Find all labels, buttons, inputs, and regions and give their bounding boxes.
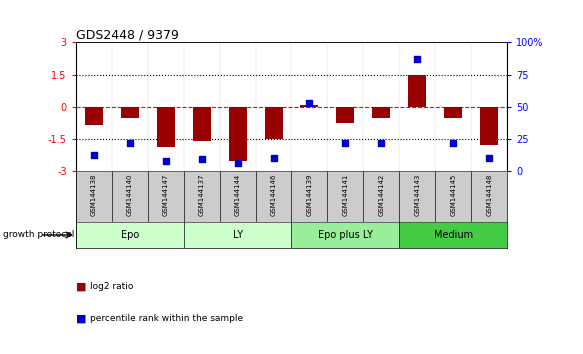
Text: ■: ■	[76, 314, 86, 324]
Bar	[373, 107, 391, 118]
Point	[197, 156, 206, 162]
FancyBboxPatch shape	[220, 171, 255, 222]
FancyBboxPatch shape	[292, 171, 328, 222]
FancyBboxPatch shape	[363, 171, 399, 222]
FancyBboxPatch shape	[112, 171, 147, 222]
Point	[413, 56, 422, 62]
FancyBboxPatch shape	[76, 222, 184, 248]
Point	[233, 160, 243, 166]
Text: GSM144144: GSM144144	[234, 173, 241, 216]
Bar	[480, 107, 498, 145]
Text: GSM144137: GSM144137	[199, 173, 205, 216]
Bar	[408, 75, 426, 107]
FancyBboxPatch shape	[184, 222, 292, 248]
Bar	[192, 107, 210, 141]
Text: GSM144147: GSM144147	[163, 173, 168, 216]
Text: percentile rank within the sample: percentile rank within the sample	[90, 314, 244, 323]
FancyBboxPatch shape	[147, 171, 184, 222]
Text: Epo: Epo	[121, 230, 139, 240]
Point	[161, 158, 170, 164]
FancyBboxPatch shape	[328, 171, 363, 222]
Text: GSM144145: GSM144145	[450, 173, 456, 216]
Text: growth protocol: growth protocol	[3, 230, 74, 239]
Text: GSM144141: GSM144141	[342, 173, 349, 216]
Point	[340, 140, 350, 145]
Point	[448, 140, 458, 145]
Text: log2 ratio: log2 ratio	[90, 282, 134, 291]
Text: LY: LY	[233, 230, 243, 240]
Point	[269, 155, 278, 161]
FancyBboxPatch shape	[76, 171, 112, 222]
Point	[89, 153, 99, 158]
FancyBboxPatch shape	[184, 171, 220, 222]
Text: ■: ■	[76, 282, 86, 292]
FancyBboxPatch shape	[399, 222, 507, 248]
Text: Epo plus LY: Epo plus LY	[318, 230, 373, 240]
Text: GSM144143: GSM144143	[415, 173, 420, 216]
Text: GSM144142: GSM144142	[378, 173, 384, 216]
Text: GSM144148: GSM144148	[486, 173, 492, 216]
FancyBboxPatch shape	[292, 222, 399, 248]
Bar	[121, 107, 139, 118]
FancyBboxPatch shape	[255, 171, 292, 222]
Point	[125, 140, 134, 145]
Text: GSM144140: GSM144140	[127, 173, 133, 216]
FancyBboxPatch shape	[471, 171, 507, 222]
Text: GSM144139: GSM144139	[307, 173, 312, 216]
Bar	[300, 104, 318, 107]
Bar	[265, 107, 283, 139]
Bar	[444, 107, 462, 118]
Bar	[157, 107, 175, 147]
FancyBboxPatch shape	[436, 171, 471, 222]
Text: GSM144138: GSM144138	[91, 173, 97, 216]
Text: GDS2448 / 9379: GDS2448 / 9379	[76, 28, 178, 41]
FancyBboxPatch shape	[399, 171, 436, 222]
Bar	[85, 107, 103, 125]
Point	[484, 155, 494, 161]
Text: Medium: Medium	[434, 230, 473, 240]
Bar	[229, 107, 247, 161]
Text: GSM144146: GSM144146	[271, 173, 276, 216]
Point	[305, 100, 314, 105]
Point	[377, 140, 386, 145]
Bar	[336, 107, 354, 123]
